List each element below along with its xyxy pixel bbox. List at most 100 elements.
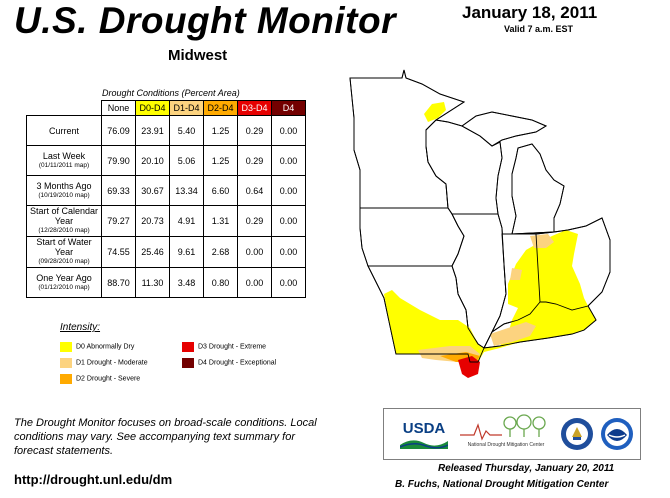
d1-area-kentucky [490,322,536,346]
table-cell: 0.00 [271,175,306,206]
usda-hills-icon [400,440,448,449]
row-label: Start of Water Year (09/28/2010 map) [26,236,102,268]
table-cell: 11.30 [135,267,170,298]
table-cell: 20.73 [135,205,170,237]
table-cell: 76.09 [101,115,136,146]
row-label: 3 Months Ago (10/19/2010 map) [26,175,102,206]
noaa-logo-icon [601,418,633,450]
release-date: Released Thursday, January 20, 2011 [438,463,615,474]
legend-label-d3: D3 Drought - Extreme [198,343,267,351]
legend-item-d4: D4 Drought - Exceptional [182,358,276,368]
row-label-text: Current [48,125,79,136]
col-header-d1-d4: D1-D4 [169,100,204,116]
table-cell: 0.80 [203,267,238,298]
table-row: Start of Water Year (09/28/2010 map) 74.55… [26,236,306,268]
legend-item-d1: D1 Drought - Moderate [60,358,148,368]
table-cell: 9.61 [169,236,204,268]
table-row: One Year Ago (01/12/2010 map) 88.70 11.30 3.… [26,267,306,298]
row-label: Current [26,115,102,146]
table-cell: 25.46 [135,236,170,268]
legend-title: Intensity: [60,322,101,333]
legend-swatch-d2 [60,374,72,384]
table-cell: 0.00 [271,145,306,176]
commerce-seal-icon [561,418,593,450]
table-cell: 0.00 [271,236,306,268]
midwest-drought-map [349,69,611,378]
legend-label-d2: D2 Drought - Severe [76,375,141,383]
disclaimer-note: The Drought Monitor focuses on broad-sca… [14,417,317,457]
table-cell: 23.91 [135,115,170,146]
table-cell: 88.70 [101,267,136,298]
table-cell: 0.29 [237,115,272,146]
state-outlines [349,69,611,363]
row-label-text: Last Week [42,150,86,161]
website-link[interactable]: http://drought.unl.edu/dm [14,472,173,487]
d0-area-south [384,230,596,362]
table-row: 3 Months Ago (10/19/2010 map) 69.33 30.67 13… [26,175,306,206]
table-row: Start of Calendar Year (12/28/2010 map) 79… [26,205,306,237]
table-cell: 20.10 [135,145,170,176]
table-cell: 79.27 [101,205,136,237]
table-cell: 1.25 [203,145,238,176]
col-header-d2-d4: D2-D4 [203,100,238,116]
table-corner [26,100,102,116]
legend-swatch-d0 [60,342,72,352]
agency-logos-panel: USDA National Drought Mitigation Center [383,408,641,460]
table-cell: 4.91 [169,205,204,237]
usda-logo: USDA [400,419,448,449]
table-cell: 13.34 [169,175,204,206]
row-label-text: Start of Water Year [36,237,92,257]
drought-conditions-table: None D0-D4 D1-D4 D2-D4 D3-D4 D4 Current 7… [26,100,306,298]
legend-item-d3: D3 Drought - Extreme [182,342,266,352]
table-cell: 74.55 [101,236,136,268]
legend-item-d2: D2 Drought - Severe [60,374,140,384]
row-label-text: Start of Calendar Year [29,206,99,226]
table-cell: 0.00 [237,236,272,268]
col-header-none: None [101,100,136,116]
table-cell: 79.90 [101,145,136,176]
michigan-lower-state [511,143,565,235]
row-label-text: 3 Months Ago [36,180,92,191]
col-header-d4: D4 [271,100,306,116]
legend-swatch-d1 [60,358,72,368]
map-title: U.S. Drought Monitor [14,0,396,41]
map-date: January 18, 2011 [462,3,598,22]
row-label-date: (01/11/2011 map) [38,161,90,169]
row-label-date: (10/19/2010 map) [38,191,90,199]
legend-item-d0: D0 Abnormally Dry [60,342,134,352]
table-cell: 5.06 [169,145,204,176]
region-name: Midwest [168,47,228,64]
row-label-text: One Year Ago [36,272,92,283]
table-cell: 6.60 [203,175,238,206]
col-header-d0-d4: D0-D4 [135,100,170,116]
table-cell: 0.29 [237,145,272,176]
row-label: Last Week (01/11/2011 map) [26,145,102,176]
d1-area-illinois [510,268,522,280]
table-cell: 0.00 [271,267,306,298]
table-cell: 0.00 [271,115,306,146]
col-header-d3-d4: D3-D4 [237,100,272,116]
table-cell: 0.00 [237,267,272,298]
table-cell: 30.67 [135,175,170,206]
table-cell: 1.31 [203,205,238,237]
ndmc-logo-text: National Drought Mitigation Center [467,442,545,448]
valid-time: Valid 7 a.m. EST [504,24,574,34]
iowa-state [359,207,465,267]
legend-label-d1: D1 Drought - Moderate [76,359,148,367]
table-row: Last Week (01/11/2011 map) 79.90 20.10 5.06 1… [26,145,306,176]
legend-swatch-d3 [182,342,194,352]
table-cell: 69.33 [101,175,136,206]
row-label-date: (01/12/2010 map) [38,283,90,291]
table-cell: 0.64 [237,175,272,206]
table-row: Current 76.09 23.91 5.40 1.25 0.29 0.00 [26,115,306,146]
legend-label-d0: D0 Abnormally Dry [76,343,135,351]
row-label: Start of Calendar Year (12/28/2010 map) [26,205,102,237]
row-label-date: (09/28/2010 map) [38,258,90,265]
drought-areas [384,102,596,378]
d0-area-north [424,102,446,122]
author-credit: B. Fuchs, National Drought Mitigation Ce… [395,479,609,490]
table-cell: 2.68 [203,236,238,268]
table-cell: 1.25 [203,115,238,146]
table-caption: Drought Conditions (Percent Area) [102,88,240,98]
table-header-row: None D0-D4 D1-D4 D2-D4 D3-D4 D4 [26,100,306,116]
